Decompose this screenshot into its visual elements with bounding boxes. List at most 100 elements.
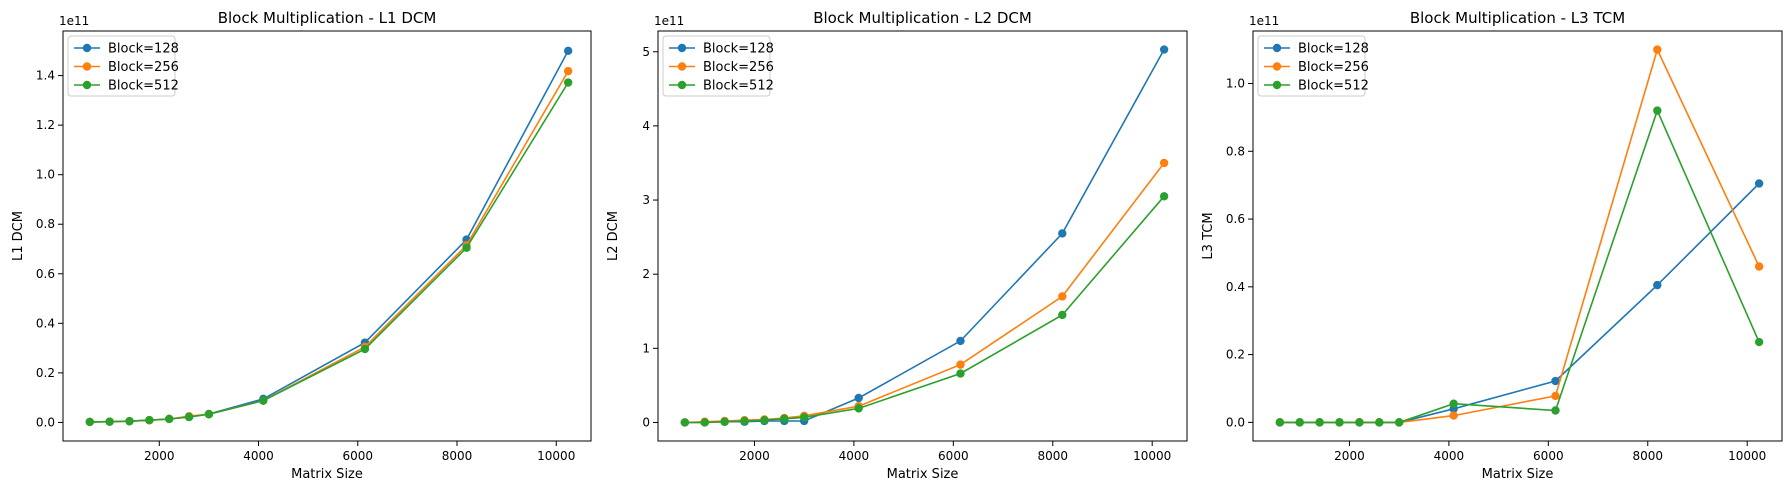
- data-point: [164, 414, 174, 424]
- y-tick-label: 0.4: [1226, 280, 1245, 294]
- data-point: [680, 418, 690, 427]
- chart-title: Block Multiplication - L2 DCM: [813, 9, 1032, 27]
- y-tick-label: 1: [642, 341, 650, 355]
- data-point: [1159, 192, 1169, 201]
- series-2: [1275, 45, 1764, 427]
- chart-panel-2: Block Multiplication - L2 DCM 2000 4000 600…: [606, 9, 1188, 482]
- y-tick-label: 0.6: [36, 267, 55, 281]
- data-point: [1315, 418, 1324, 427]
- x-axis-label: Matrix Size: [887, 467, 959, 482]
- y-offset-label: 1e11: [1249, 14, 1279, 28]
- legend-label: Block=128: [703, 42, 774, 57]
- legend-label: Block=128: [108, 42, 179, 57]
- x-tick-label: 10000: [537, 449, 575, 463]
- data-point: [1394, 418, 1404, 427]
- data-point: [1653, 280, 1662, 290]
- y-tick-label: 2: [642, 267, 650, 281]
- data-point: [854, 393, 863, 403]
- series-1: [1275, 179, 1764, 427]
- y-tick-label: 1.4: [36, 69, 55, 83]
- data-point: [1335, 418, 1344, 427]
- x-axis-label: Matrix Size: [291, 467, 363, 482]
- x-tick-label: 8000: [1632, 449, 1663, 463]
- y-axis-label: L3 TCM: [1201, 212, 1216, 259]
- series-3: [1275, 106, 1764, 427]
- axes-frame: [657, 30, 1188, 442]
- data-point: [105, 417, 114, 426]
- data-point: [563, 66, 573, 76]
- data-point: [1551, 391, 1560, 401]
- x-tick-label: 4000: [1434, 449, 1465, 463]
- legend-item: Block=512: [74, 79, 179, 94]
- x-axis-label: Matrix Size: [1482, 467, 1554, 482]
- axes-frame: [1252, 30, 1783, 442]
- y-tick-label: 0: [642, 415, 650, 429]
- data-point: [1653, 45, 1662, 54]
- y-tick-label: 0.8: [36, 217, 55, 231]
- x-tick-label: 10000: [1728, 449, 1766, 463]
- data-point: [1058, 292, 1067, 301]
- y-tick-label: 5: [642, 45, 650, 59]
- series-line: [1279, 182, 1760, 424]
- y-tick-label: 0.6: [1226, 212, 1245, 226]
- series-3: [680, 192, 1169, 427]
- y-tick-label: 3: [642, 193, 650, 207]
- data-point: [563, 78, 573, 87]
- series-1: [680, 45, 1169, 427]
- legend-label: Block=256: [108, 60, 179, 75]
- data-point: [1551, 406, 1560, 415]
- x-tick-label: 8000: [1037, 449, 1068, 463]
- legend-marker: [677, 80, 687, 90]
- series-line: [684, 195, 1165, 424]
- data-point: [145, 415, 154, 425]
- x-tick-label: 6000: [1533, 449, 1564, 463]
- series-2: [85, 66, 573, 427]
- data-point: [720, 417, 729, 426]
- data-point: [740, 416, 749, 426]
- chart-panel-1: Block Multiplication - L1 DCM 2000 4000 600…: [11, 9, 592, 482]
- legend-item: Block=128: [74, 42, 179, 57]
- legend-item: Block=256: [669, 60, 774, 75]
- series-line: [89, 82, 569, 423]
- data-point: [1159, 158, 1169, 168]
- x-tick-label: 4000: [839, 449, 870, 463]
- legend-marker: [82, 62, 92, 71]
- x-tick-label: 2000: [1334, 449, 1365, 463]
- legend-marker: [1272, 43, 1282, 53]
- legend-label: Block=512: [1298, 79, 1369, 94]
- legend-label: Block=256: [1298, 60, 1369, 75]
- data-point: [125, 416, 134, 426]
- data-point: [259, 396, 268, 405]
- y-axis-label: L2 DCM: [606, 211, 621, 261]
- data-point: [780, 414, 789, 423]
- y-tick-label: 0.4: [36, 316, 55, 330]
- legend-item: Block=256: [1264, 60, 1369, 75]
- legend-box: [67, 35, 176, 97]
- legend-box: [662, 35, 771, 97]
- legend-marker: [82, 80, 92, 90]
- data-point: [1375, 418, 1384, 427]
- x-tick-label: 6000: [938, 449, 969, 463]
- y-tick-label: 0.0: [1226, 415, 1245, 429]
- data-point: [956, 360, 965, 369]
- legend-item: Block=128: [669, 42, 774, 57]
- data-point: [1058, 229, 1067, 238]
- legend-label: Block=256: [703, 60, 774, 75]
- data-point: [799, 413, 809, 422]
- legend-label: Block=512: [703, 79, 774, 94]
- legend-item: Block=512: [669, 79, 774, 94]
- chart-panel-3: Block Multiplication - L3 TCM 2000 4000 600…: [1201, 9, 1783, 482]
- legend: Block=128 Block=256 Block=512: [67, 35, 179, 97]
- data-point: [956, 369, 965, 378]
- data-point: [1295, 418, 1304, 427]
- y-axis-label: L1 DCM: [11, 211, 26, 261]
- data-point: [760, 416, 769, 425]
- legend-item: Block=256: [74, 60, 179, 75]
- data-point: [184, 412, 194, 422]
- x-tick-label: 8000: [442, 449, 473, 463]
- series-line: [1279, 47, 1760, 424]
- data-point: [1551, 376, 1560, 386]
- chart-title: Block Multiplication - L3 TCM: [1410, 9, 1625, 27]
- data-point: [1449, 399, 1458, 408]
- data-point: [1754, 262, 1764, 271]
